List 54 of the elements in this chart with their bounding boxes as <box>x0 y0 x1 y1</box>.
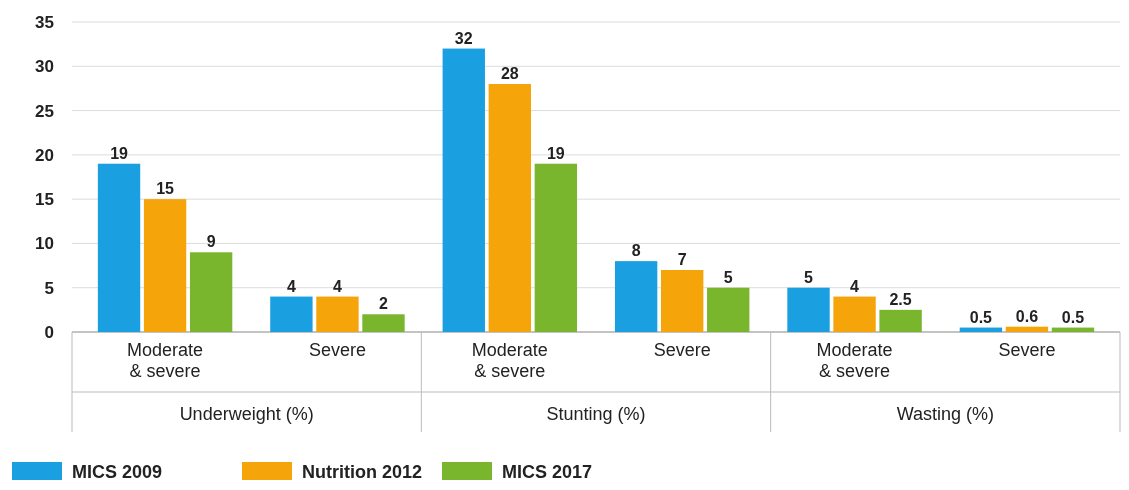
bar <box>442 48 485 332</box>
y-tick-label: 30 <box>35 57 54 77</box>
data-label: 2 <box>379 295 389 313</box>
bar <box>661 270 704 332</box>
bar <box>707 287 750 332</box>
data-label: 32 <box>454 29 473 47</box>
text: Stunting (%) <box>546 404 646 424</box>
x-tick-label: Moderate & severe <box>127 340 204 381</box>
y-tick-label: 10 <box>35 234 54 254</box>
bar <box>270 296 313 332</box>
bar <box>833 296 876 332</box>
y-tick-label: 15 <box>35 190 54 210</box>
bar <box>787 287 830 332</box>
data-label: 4 <box>286 277 296 295</box>
bar <box>879 309 922 332</box>
x-tick-label: Severe <box>653 340 711 360</box>
data-label: 19 <box>110 144 129 162</box>
x-tick-label: Moderate & severe <box>471 340 548 381</box>
bar <box>614 261 658 332</box>
text: Wasting (%) <box>896 404 995 424</box>
x-tick-label: Moderate & severe <box>816 340 893 381</box>
bar <box>534 163 578 332</box>
bar <box>189 252 233 332</box>
y-tick-label: 35 <box>35 12 54 32</box>
data-label: 7 <box>677 251 687 268</box>
data-label: 4 <box>332 277 342 295</box>
legend-label: MICS 2017 <box>502 462 593 482</box>
data-label: 9 <box>206 233 216 251</box>
bar <box>143 199 187 332</box>
text: Underweight (%) <box>179 404 314 424</box>
data-label: 19 <box>546 144 565 162</box>
data-label: 15 <box>156 180 175 198</box>
data-label: 8 <box>631 242 641 260</box>
legend-label: Nutrition 2012 <box>302 462 423 482</box>
bar <box>97 163 141 332</box>
legend-label: MICS 2009 <box>72 462 163 482</box>
bar <box>316 296 359 332</box>
data-label: 2.5 <box>889 290 912 308</box>
data-label: 0.6 <box>1015 307 1039 325</box>
data-label: 0.5 <box>1061 308 1085 326</box>
data-label: 5 <box>804 268 814 286</box>
bar <box>362 314 405 332</box>
y-tick-label: 0 <box>44 322 54 342</box>
y-tick-label: 25 <box>35 101 54 121</box>
x-tick-label: Severe <box>308 340 366 360</box>
x-tick-label: Severe <box>998 340 1056 360</box>
bar <box>1005 326 1049 332</box>
data-label: 4 <box>850 277 860 295</box>
data-label: 5 <box>723 268 733 286</box>
y-tick-label: 5 <box>44 278 54 298</box>
y-tick-label: 20 <box>35 145 54 165</box>
data-label: 0.5 <box>969 308 993 326</box>
bar <box>488 84 531 332</box>
data-label: 28 <box>500 65 519 82</box>
